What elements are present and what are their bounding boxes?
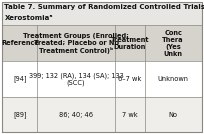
Text: 6–7 wk: 6–7 wk bbox=[118, 76, 142, 82]
Text: Conc
Thera
(Yes
Unkn: Conc Thera (Yes Unkn bbox=[162, 30, 184, 57]
Bar bbox=[2, 25, 202, 61]
Text: Unknown: Unknown bbox=[158, 76, 189, 82]
Text: No: No bbox=[169, 112, 178, 118]
Text: Treatment Groups (Enrolled;
Treated; Placebo or No
Treatment Control)ᵇ: Treatment Groups (Enrolled; Treated; Pla… bbox=[23, 33, 129, 54]
Text: Treatment
Duration: Treatment Duration bbox=[111, 37, 149, 50]
Text: [89]: [89] bbox=[13, 111, 27, 118]
Text: [94]: [94] bbox=[13, 76, 27, 82]
Text: 86; 40; 46: 86; 40; 46 bbox=[59, 112, 93, 118]
Text: Xerostomiaᵃ: Xerostomiaᵃ bbox=[4, 15, 53, 21]
Text: Table 7. Summary of Randomized Controlled Trials of Acupu: Table 7. Summary of Randomized Controlle… bbox=[4, 4, 204, 10]
Text: Reference: Reference bbox=[1, 40, 39, 46]
Text: 7 wk: 7 wk bbox=[122, 112, 138, 118]
Bar bbox=[2, 97, 202, 132]
Text: 399; 132 (RA), 134 (SA); 133
(SCC): 399; 132 (RA), 134 (SA); 133 (SCC) bbox=[29, 72, 123, 86]
Bar bbox=[2, 61, 202, 97]
Bar bbox=[2, 2, 202, 25]
